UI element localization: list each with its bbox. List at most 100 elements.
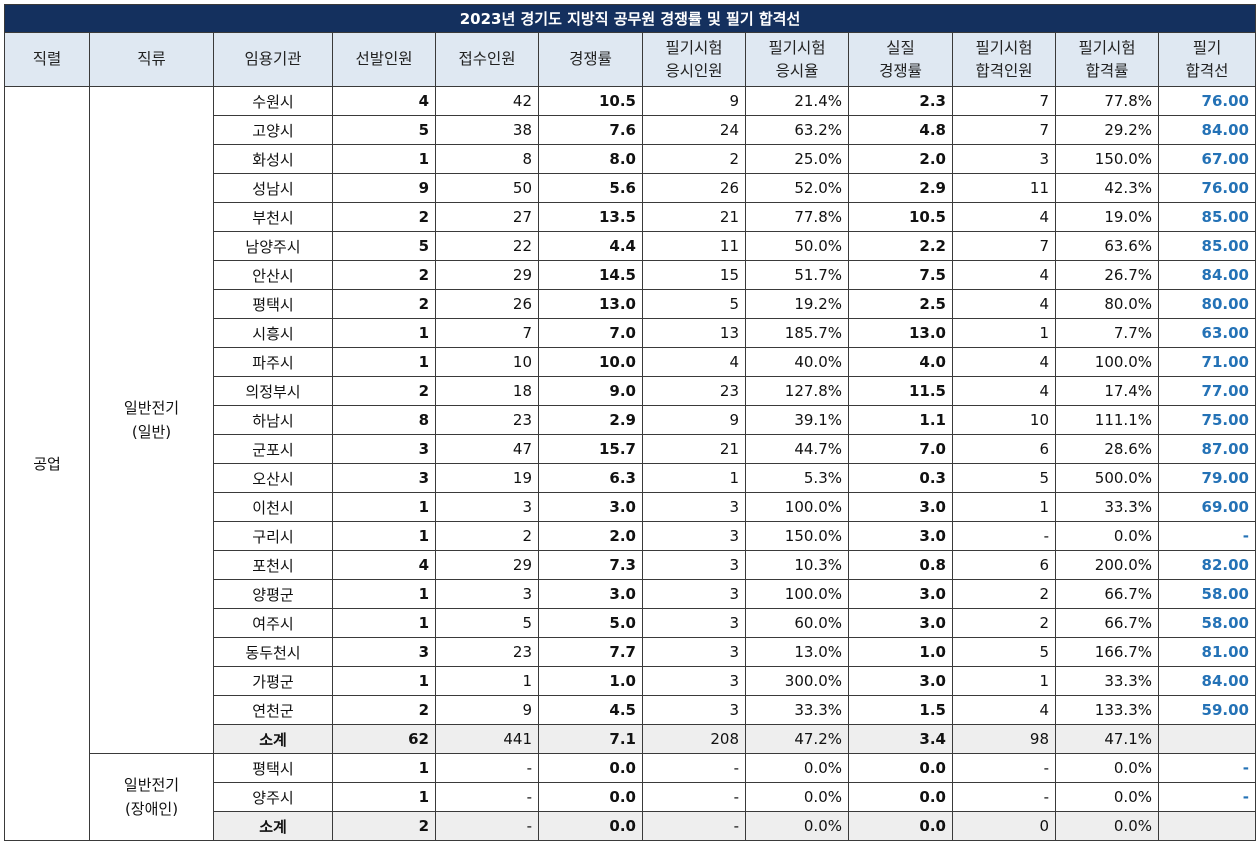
value-cell: 6 — [952, 550, 1056, 580]
value-cell: - — [642, 811, 746, 841]
value-cell: 2 — [435, 521, 539, 551]
value-cell: 7 — [952, 231, 1056, 261]
agency-cell: 의정부시 — [213, 376, 333, 406]
pass-mark-cell: 85.00 — [1158, 231, 1256, 261]
value-cell: 2 — [332, 376, 436, 406]
column-header-line: 경쟁률 — [879, 61, 922, 80]
value-cell: 98 — [952, 724, 1056, 754]
value-cell: 15 — [642, 260, 746, 290]
value-cell: 27 — [435, 202, 539, 232]
value-cell: 42.3% — [1055, 173, 1159, 203]
agency-cell: 동두천시 — [213, 637, 333, 667]
value-cell: 28.6% — [1055, 434, 1159, 464]
value-cell: 4 — [952, 260, 1056, 290]
category-cell: 일반전기 (일반) — [89, 86, 214, 754]
value-cell: - — [642, 753, 746, 783]
agency-cell: 성남시 — [213, 173, 333, 203]
value-cell: 4.5 — [538, 695, 643, 725]
value-cell: 1 — [332, 347, 436, 377]
category-subname: (일반) — [131, 423, 172, 441]
value-cell: 150.0% — [1055, 144, 1159, 174]
value-cell: 13.0 — [848, 318, 953, 348]
value-cell: 33.3% — [745, 695, 849, 725]
column-header-line: 선발인원 — [355, 50, 413, 68]
value-cell: 80.0% — [1055, 289, 1159, 319]
sheet-title: 2023년 경기도 지방직 공무원 경쟁률 및 필기 합격선 — [4, 4, 1256, 33]
pass-mark-cell: - — [1158, 782, 1256, 812]
value-cell: 2 — [332, 695, 436, 725]
value-cell: 51.7% — [745, 260, 849, 290]
value-cell: 0.0% — [745, 753, 849, 783]
value-cell: 1 — [952, 666, 1056, 696]
column-header: 필기시험 응시율 — [745, 32, 849, 87]
value-cell: 3.0 — [848, 579, 953, 609]
value-cell: 1.0 — [848, 637, 953, 667]
column-header-line: 합격선 — [1185, 61, 1229, 80]
value-cell: 10.5 — [538, 86, 643, 116]
agency-cell: 부천시 — [213, 202, 333, 232]
column-header: 선발인원 — [332, 32, 436, 87]
pass-mark-cell: 84.00 — [1158, 115, 1256, 145]
pass-mark-cell — [1158, 724, 1256, 754]
value-cell: 14.5 — [538, 260, 643, 290]
value-cell: 5.6 — [538, 173, 643, 203]
value-cell: 1 — [332, 318, 436, 348]
agency-cell: 양평군 — [213, 579, 333, 609]
value-cell: 10.5 — [848, 202, 953, 232]
value-cell: 26 — [435, 289, 539, 319]
value-cell: 300.0% — [745, 666, 849, 696]
agency-cell: 포천시 — [213, 550, 333, 580]
value-cell: 100.0% — [1055, 347, 1159, 377]
header-row: 직렬 직류 임용기관 선발인원 접수인원 경쟁률 필기시험 응시인원 필기시험 응시율 실질 경쟁률 필… — [4, 32, 1256, 87]
value-cell: 3 — [332, 463, 436, 493]
column-header-line: 경쟁률 — [569, 50, 612, 68]
column-header-line: 접수인원 — [458, 50, 516, 68]
table-row: 공업 일반전기 (일반) 수원시 4 42 10.5 9 21.4% 2.3 7 77.8% 76.00 — [4, 86, 1256, 841]
value-cell: 7.5 — [848, 260, 953, 290]
value-cell: 33.3% — [1055, 492, 1159, 522]
agency-cell: 평택시 — [213, 289, 333, 319]
value-cell: 13 — [642, 318, 746, 348]
pass-mark-cell: 84.00 — [1158, 666, 1256, 696]
value-cell: 8 — [332, 405, 436, 435]
value-cell: 1 — [332, 666, 436, 696]
value-cell: 62 — [332, 724, 436, 754]
value-cell: - — [952, 753, 1056, 783]
value-cell: 0.0% — [1055, 753, 1159, 783]
value-cell: 0.0% — [745, 811, 849, 841]
value-cell: 63.2% — [745, 115, 849, 145]
agency-cell: 시흥시 — [213, 318, 333, 348]
table-row: 구리시 1 2 2.0 3 150.0% 3.0-0.0% - — [5, 521, 1256, 551]
value-cell: 8 — [435, 144, 539, 174]
value-cell: 127.8% — [745, 376, 849, 406]
value-cell: 13.0% — [745, 637, 849, 667]
value-cell: 3.0 — [848, 666, 953, 696]
value-cell: 0.8 — [848, 550, 953, 580]
value-cell: 2 — [642, 144, 746, 174]
value-cell: 111.1% — [1055, 405, 1159, 435]
value-cell: 29 — [435, 260, 539, 290]
column-header: 접수인원 — [435, 32, 539, 87]
value-cell: 47.1% — [1055, 724, 1159, 754]
value-cell: 23 — [435, 405, 539, 435]
agency-cell: 남양주시 — [213, 231, 333, 261]
value-cell: - — [952, 782, 1056, 812]
value-cell: 5.3% — [745, 463, 849, 493]
value-cell: 0.0 — [538, 782, 643, 812]
value-cell: 1 — [332, 608, 436, 638]
value-cell: 5 — [952, 463, 1056, 493]
value-cell: 4 — [952, 376, 1056, 406]
table-row: 안산시 2 29 14.5 15 51.7% 7.5 4 26.7% 84.00 — [5, 260, 1256, 290]
value-cell: 4 — [952, 695, 1056, 725]
value-cell: 4 — [952, 289, 1056, 319]
column-header: 직렬 — [4, 32, 90, 87]
column-header: 직류 — [89, 32, 214, 87]
value-cell: 7.7% — [1055, 318, 1159, 348]
value-cell: 0.0 — [848, 753, 953, 783]
table-row: 고양시 5 38 7.6 24 63.2% 4.8 7 29.2% 84.00 — [5, 115, 1256, 145]
table-row: 연천군 2 9 4.5 3 33.3% 1.5 4 133.3% 59.00 — [5, 695, 1256, 725]
pass-mark-cell: 77.00 — [1158, 376, 1256, 406]
value-cell: 0.0 — [848, 811, 953, 841]
value-cell: 5 — [642, 289, 746, 319]
competition-table: 2023년 경기도 지방직 공무원 경쟁률 및 필기 합격선 직렬 직류 임용기관 선… — [4, 4, 1256, 841]
